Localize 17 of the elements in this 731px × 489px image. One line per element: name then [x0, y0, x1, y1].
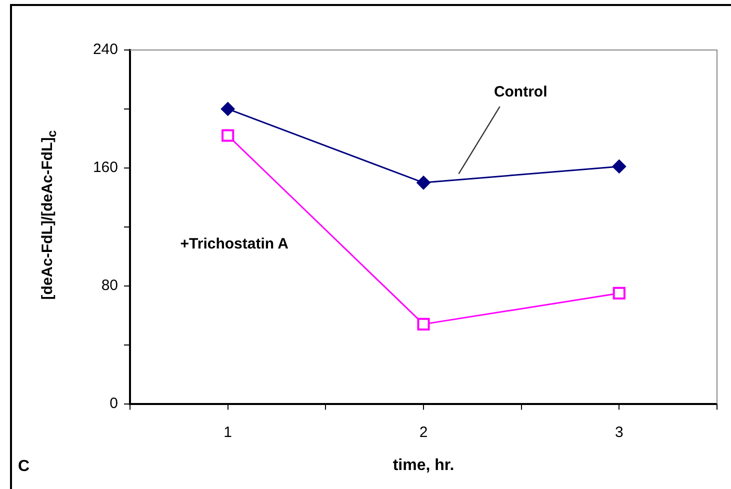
y-tick-label: 160 [92, 159, 118, 176]
text: C [18, 458, 30, 476]
text: +Trichostatin A [180, 236, 289, 253]
x-tick-label: 3 [614, 424, 624, 441]
y-tick-label: 240 [92, 41, 118, 58]
text: Control [494, 84, 548, 101]
point [612, 286, 626, 300]
x-axis-title: time, hr. [392, 456, 454, 474]
point [222, 129, 234, 142]
y-tick-label: 0 [110, 394, 118, 412]
point [220, 102, 235, 116]
point [417, 318, 430, 330]
y-tick-label: 80 [101, 277, 118, 294]
point [612, 159, 626, 174]
x-tick-label: 1 [224, 424, 232, 441]
x-tick-label: 2 [419, 424, 428, 441]
point [416, 176, 430, 190]
